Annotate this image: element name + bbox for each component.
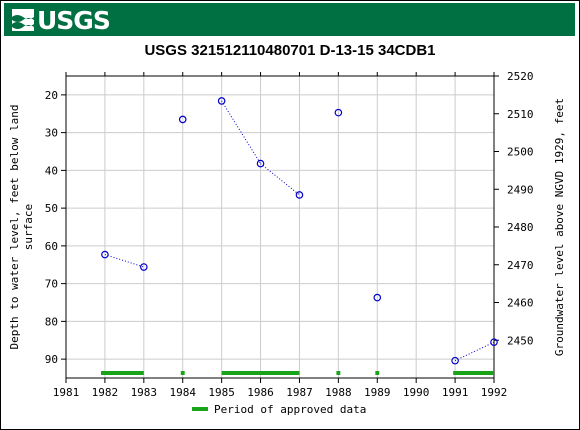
series-line [260,163,300,196]
y-right-tick-label: 2500 [507,146,534,159]
y-left-tick-label: 60 [45,240,58,253]
x-tick-label: 1984 [169,386,196,399]
y-left-tick-label: 40 [45,164,58,177]
usgs-banner: USGS [4,3,575,36]
usgs-logo[interactable]: USGS [12,5,111,35]
y-left-tick-label: 70 [45,278,58,291]
series-line [221,100,261,164]
y-left-tick-label: 80 [45,315,58,328]
x-tick-label: 1986 [247,386,274,399]
x-tick-label: 1992 [481,386,508,399]
y-left-axis-label: Depth to water level, feet below land [8,104,21,349]
y-right-tick-label: 2450 [507,334,534,347]
data-point [295,191,304,199]
x-tick-label: 1990 [403,386,430,399]
y-left-tick-label: 20 [45,89,58,102]
chart-title: USGS 321512110480701 D-13-15 34CDB1 [144,42,436,59]
logo-text: USGS [37,5,111,35]
legend-label: Period of approved data [214,403,366,416]
y-left-axis-label-line2: surface [22,204,35,250]
series-line [104,254,144,268]
x-tick-label: 1985 [208,386,235,399]
usgs-wave-icon [12,9,34,31]
y-right-tick-label: 2520 [507,70,534,83]
approved-period-bar [375,371,380,375]
approved-period-bar [221,371,300,375]
approved-period-bar [180,371,185,375]
data-point [217,97,226,105]
data-point [101,250,109,259]
data-point [140,263,148,271]
y-left-tick-label: 90 [45,353,58,366]
data-point [256,159,265,168]
y-right-tick-label: 2460 [507,297,534,310]
x-tick-label: 1983 [131,386,158,399]
x-tick-label: 1987 [286,386,313,399]
y-right-tick-label: 2490 [507,183,534,196]
data-point [373,293,382,302]
approved-period-bar [101,371,144,375]
y-left-tick-label: 30 [45,127,58,140]
y-right-tick-label: 2470 [507,259,534,272]
data-point [451,356,459,365]
x-tick-label: 1989 [364,386,391,399]
y-right-tick-label: 2480 [507,221,534,234]
series-line [454,341,495,362]
approved-period-bar [336,371,341,375]
y-right-tick-label: 2510 [507,108,534,121]
data-point [334,108,343,117]
x-tick-label: 1988 [325,386,352,399]
data-point [178,115,187,124]
y-right-axis-label: Groundwater level above NGVD 1929, feet [553,98,566,356]
plot-area [65,75,495,379]
data-point [490,338,498,346]
x-tick-label: 1982 [92,386,119,399]
approved-period-bar [453,371,494,375]
y-left-tick-label: 50 [45,202,58,215]
x-tick-label: 1991 [442,386,469,399]
x-tick-label: 1981 [53,386,80,399]
